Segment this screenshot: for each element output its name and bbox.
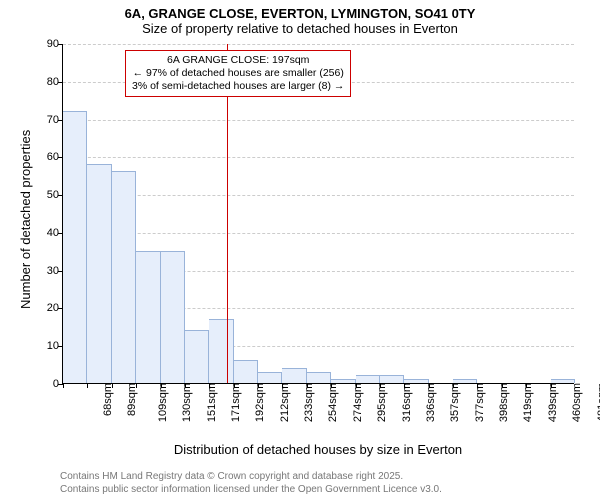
- histogram-bar: [356, 375, 380, 383]
- xtick-mark: [282, 383, 283, 388]
- xtick-label: 316sqm: [399, 383, 413, 422]
- plot-area: 010203040506070809068sqm89sqm109sqm130sq…: [62, 44, 574, 384]
- xtick-mark: [356, 383, 357, 388]
- histogram-bar: [161, 251, 185, 383]
- ytick-label: 0: [53, 378, 63, 390]
- gridline-h: [63, 120, 574, 121]
- xtick-label: 109sqm: [155, 383, 169, 422]
- xtick-label: 192sqm: [252, 383, 266, 422]
- xtick-mark: [209, 383, 210, 388]
- xtick-mark: [234, 383, 235, 388]
- gridline-h: [63, 44, 574, 45]
- xtick-mark: [161, 383, 162, 388]
- histogram-bar: [258, 372, 282, 383]
- ytick-label: 10: [47, 340, 63, 352]
- xtick-mark: [258, 383, 259, 388]
- histogram-bar: [136, 251, 160, 383]
- xtick-label: 377sqm: [472, 383, 486, 422]
- xtick-label: 171sqm: [228, 383, 242, 422]
- xtick-label: 130sqm: [179, 383, 193, 422]
- xtick-mark: [551, 383, 552, 388]
- ytick-label: 40: [47, 227, 63, 239]
- xtick-mark: [429, 383, 430, 388]
- xtick-mark: [502, 383, 503, 388]
- xtick-mark: [87, 383, 88, 388]
- gridline-h: [63, 195, 574, 196]
- xtick-label: 212sqm: [277, 383, 291, 422]
- xtick-mark: [136, 383, 137, 388]
- ytick-label: 20: [47, 302, 63, 314]
- xtick-label: 398sqm: [496, 383, 510, 422]
- xtick-mark: [185, 383, 186, 388]
- callout-line-3: 3% of semi-detached houses are larger (8…: [132, 80, 344, 93]
- callout-line-2: ← 97% of detached houses are smaller (25…: [132, 67, 344, 80]
- footer-attribution: Contains HM Land Registry data © Crown c…: [60, 471, 442, 496]
- ytick-label: 60: [47, 151, 63, 163]
- ytick-label: 50: [47, 189, 63, 201]
- histogram-bar: [63, 111, 87, 383]
- chart-title-main: 6A, GRANGE CLOSE, EVERTON, LYMINGTON, SO…: [0, 0, 600, 21]
- xtick-label: 336sqm: [423, 383, 437, 422]
- footer-line-1: Contains HM Land Registry data © Crown c…: [60, 471, 442, 484]
- xtick-label: 481sqm: [594, 383, 600, 422]
- footer-line-2: Contains public sector information licen…: [60, 484, 442, 497]
- xtick-label: 295sqm: [374, 383, 388, 422]
- xtick-label: 460sqm: [569, 383, 583, 422]
- ytick-label: 80: [47, 76, 63, 88]
- histogram-bar: [380, 375, 404, 383]
- xtick-mark: [526, 383, 527, 388]
- xtick-mark: [307, 383, 308, 388]
- callout-line-1: 6A GRANGE CLOSE: 197sqm: [132, 54, 344, 67]
- xtick-label: 439sqm: [545, 383, 559, 422]
- xtick-label: 274sqm: [350, 383, 364, 422]
- histogram-bar: [87, 164, 111, 383]
- histogram-bar: [185, 330, 209, 383]
- xtick-label: 233sqm: [301, 383, 315, 422]
- histogram-bar: [234, 360, 258, 383]
- histogram-bar: [282, 368, 306, 383]
- gridline-h: [63, 233, 574, 234]
- xtick-label: 357sqm: [447, 383, 461, 422]
- histogram-bar: [209, 319, 233, 383]
- callout-box: 6A GRANGE CLOSE: 197sqm← 97% of detached…: [125, 50, 351, 97]
- histogram-bar: [307, 372, 331, 383]
- chart-title-sub: Size of property relative to detached ho…: [0, 21, 600, 40]
- ytick-label: 70: [47, 114, 63, 126]
- xtick-mark: [63, 383, 64, 388]
- xtick-mark: [477, 383, 478, 388]
- xtick-label: 419sqm: [521, 383, 535, 422]
- xtick-mark: [404, 383, 405, 388]
- xtick-label: 254sqm: [326, 383, 340, 422]
- histogram-bar: [112, 171, 136, 383]
- gridline-h: [63, 157, 574, 158]
- xtick-label: 151sqm: [204, 383, 218, 422]
- chart-container: 6A, GRANGE CLOSE, EVERTON, LYMINGTON, SO…: [0, 0, 600, 500]
- xtick-mark: [380, 383, 381, 388]
- xtick-mark: [112, 383, 113, 388]
- ytick-label: 90: [47, 38, 63, 50]
- ytick-label: 30: [47, 265, 63, 277]
- y-axis-label: Number of detached properties: [18, 130, 33, 309]
- xtick-mark: [453, 383, 454, 388]
- x-axis-label: Distribution of detached houses by size …: [62, 442, 574, 457]
- xtick-mark: [331, 383, 332, 388]
